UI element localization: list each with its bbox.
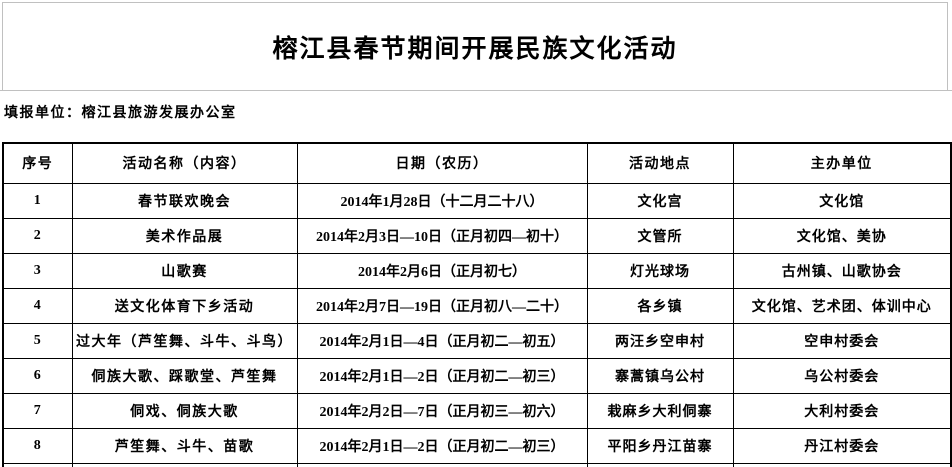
table-row: 4 送文化体育下乡活动 2014年2月7日—19日（正月初八—二十） 各乡镇 文…	[2, 287, 952, 324]
cell-date: 2014年2月6日（正月初七）	[296, 252, 588, 289]
header-location: 活动地点	[586, 142, 734, 184]
cell-index: 1	[2, 182, 73, 219]
cell-organizer: 丹江村委会	[732, 427, 952, 464]
cell-organizer: 文化馆、美协	[732, 217, 952, 254]
cell-empty	[2, 462, 73, 467]
header-activity: 活动名称（内容）	[71, 142, 298, 184]
cell-organizer: 乌公村委会	[732, 357, 952, 394]
cell-date: 2014年2月1日—2日（正月初二—初三）	[296, 357, 588, 394]
table-header-row: 序号 活动名称（内容） 日期（农历） 活动地点 主办单位	[2, 142, 952, 184]
table-row: 6 侗族大歌、踩歌堂、芦笙舞 2014年2月1日—2日（正月初二—初三） 寨蒿镇…	[2, 357, 952, 394]
cell-organizer: 空申村委会	[732, 322, 952, 359]
cell-location: 文化宫	[586, 182, 734, 219]
header-date: 日期（农历）	[296, 142, 588, 184]
cell-index: 6	[2, 357, 73, 394]
cell-activity: 送文化体育下乡活动	[71, 287, 298, 324]
table-row: 3 山歌赛 2014年2月6日（正月初七） 灯光球场 古州镇、山歌协会	[2, 252, 952, 289]
cell-organizer: 大利村委会	[732, 392, 952, 429]
cell-organizer: 文化馆、艺术团、体训中心	[732, 287, 952, 324]
cell-activity: 春节联欢晚会	[71, 182, 298, 219]
report-unit-label: 填报单位：榕江县旅游发展办公室	[4, 106, 237, 121]
cell-date: 2014年2月1日—2日（正月初二—初三）	[296, 427, 588, 464]
cell-activity: 芦笙舞、斗牛、苗歌	[71, 427, 298, 464]
table-row: 7 侗戏、侗族大歌 2014年2月2日—7日（正月初三—初六） 栽麻乡大利侗寨 …	[2, 392, 952, 429]
cell-location: 栽麻乡大利侗寨	[586, 392, 734, 429]
table-row: 8 芦笙舞、斗牛、苗歌 2014年2月1日—2日（正月初二—初三） 平阳乡丹江苗…	[2, 427, 952, 464]
cell-activity: 山歌赛	[71, 252, 298, 289]
cell-empty	[71, 462, 298, 467]
cell-location: 寨蒿镇乌公村	[586, 357, 734, 394]
table-row-partial	[2, 462, 952, 467]
cell-empty	[732, 462, 952, 467]
cell-index: 8	[2, 427, 73, 464]
table-row: 1 春节联欢晚会 2014年1月28日（十二月二十八） 文化宫 文化馆	[2, 182, 952, 219]
cell-date: 2014年2月3日—10日（正月初四—初十）	[296, 217, 588, 254]
header-index: 序号	[2, 142, 73, 184]
table-row: 2 美术作品展 2014年2月3日—10日（正月初四—初十） 文管所 文化馆、美…	[2, 217, 952, 254]
cell-organizer: 文化馆	[732, 182, 952, 219]
cell-index: 4	[2, 287, 73, 324]
cell-activity: 美术作品展	[71, 217, 298, 254]
cell-location: 各乡镇	[586, 287, 734, 324]
cell-date: 2014年2月7日—19日（正月初八—二十）	[296, 287, 588, 324]
cell-empty	[586, 462, 734, 467]
cell-index: 2	[2, 217, 73, 254]
cell-activity: 侗戏、侗族大歌	[71, 392, 298, 429]
activities-table: 序号 活动名称（内容） 日期（农历） 活动地点 主办单位 1 春节联欢晚会 20…	[2, 142, 952, 467]
page-title: 榕江县春节期间开展民族文化活动	[272, 35, 678, 63]
horizontal-divider	[0, 90, 952, 91]
title-box: 榕江县春节期间开展民族文化活动	[2, 2, 948, 90]
table-row: 5 过大年（芦笙舞、斗牛、斗鸟） 2014年2月1日—4日（正月初二—初五） 两…	[2, 322, 952, 359]
cell-organizer: 古州镇、山歌协会	[732, 252, 952, 289]
header-organizer: 主办单位	[732, 142, 952, 184]
cell-location: 文管所	[586, 217, 734, 254]
cell-date: 2014年2月2日—7日（正月初三—初六）	[296, 392, 588, 429]
cell-date: 2014年2月1日—4日（正月初二—初五）	[296, 322, 588, 359]
cell-empty	[296, 462, 588, 467]
cell-location: 灯光球场	[586, 252, 734, 289]
cell-activity: 过大年（芦笙舞、斗牛、斗鸟）	[71, 322, 298, 359]
cell-location: 平阳乡丹江苗寨	[586, 427, 734, 464]
cell-index: 5	[2, 322, 73, 359]
cell-date: 2014年1月28日（十二月二十八）	[296, 182, 588, 219]
cell-location: 两汪乡空申村	[586, 322, 734, 359]
cell-index: 7	[2, 392, 73, 429]
cell-index: 3	[2, 252, 73, 289]
cell-activity: 侗族大歌、踩歌堂、芦笙舞	[71, 357, 298, 394]
